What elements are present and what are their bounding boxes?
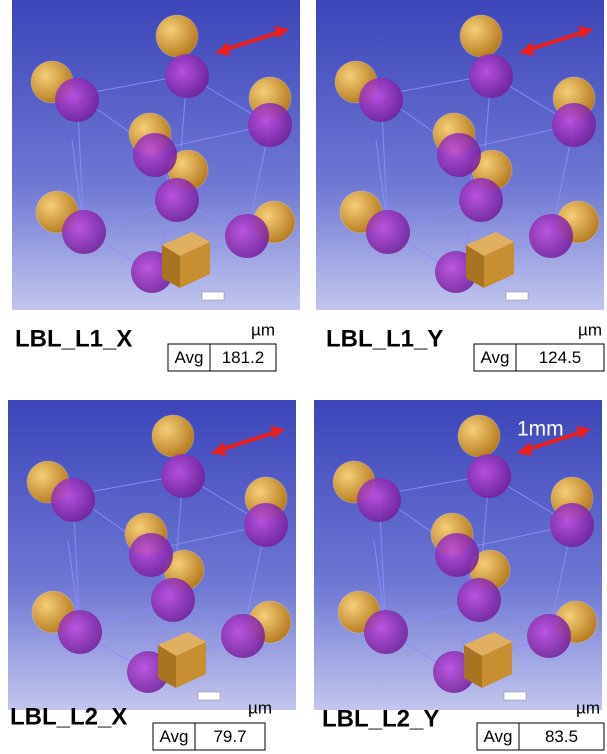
stat-label: Avg [484,727,513,746]
stat-label: Avg [481,348,510,367]
unit-label: µm [578,320,602,339]
panel-label: LBL_L2_X [10,703,127,730]
page: {"panels": [ {"label": "LBL_L1_X", "unit… [0,0,607,754]
stat-value: 181.2 [222,348,265,367]
panel-label: LBL_L2_Y [322,705,439,732]
render-image [12,0,300,310]
stat-value: 124.5 [539,348,582,367]
render-image [316,0,604,310]
stat-label: Avg [160,727,189,746]
scale-label: 1mm [517,418,564,441]
unit-label: µm [251,320,275,339]
render-image [314,400,602,710]
panel-label: LBL_L1_Y [326,325,443,352]
stat-label: Avg [175,348,204,367]
figure: 1mm LBL_L1_X µm Avg 181.2 LBL_L1_Y µm Avg 124.5… [0,0,607,754]
stat-value: 83.5 [545,727,578,746]
render-image [8,400,296,710]
unit-label: µm [576,698,600,717]
unit-label: µm [248,698,272,717]
stat-value: 79.7 [213,727,246,746]
panel-label: LBL_L1_X [15,325,132,352]
